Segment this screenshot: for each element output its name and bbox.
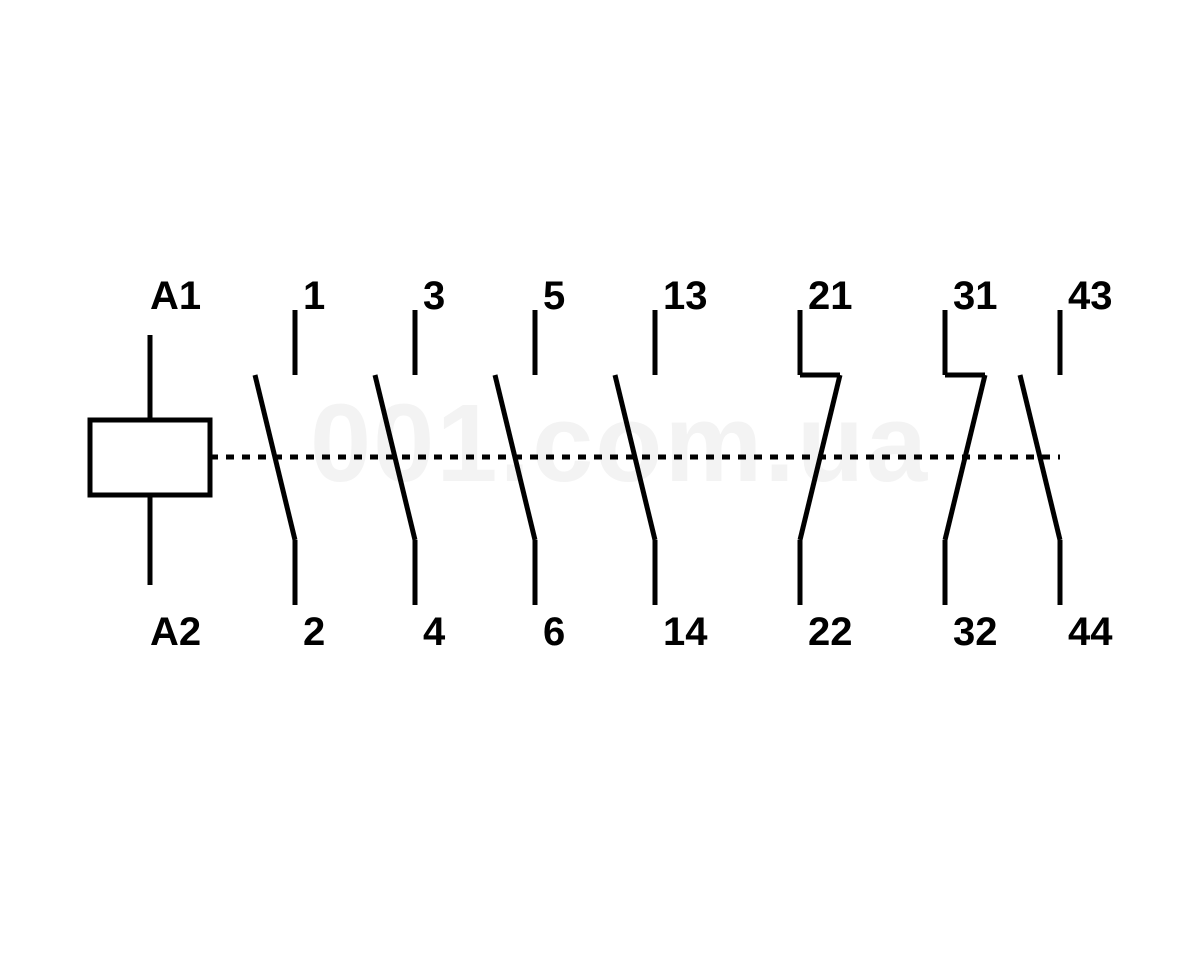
contact-bot-4: 22 xyxy=(808,610,853,655)
contact-top-0: 1 xyxy=(303,274,325,319)
contact-bot-3: 14 xyxy=(663,610,708,655)
contact-top-6: 43 xyxy=(1068,274,1113,319)
contact-bot-2: 6 xyxy=(543,610,565,655)
contact-bot-0: 2 xyxy=(303,610,325,655)
contact-top-3: 13 xyxy=(663,274,708,319)
contact-top-1: 3 xyxy=(423,274,445,319)
coil-top-label: A1 xyxy=(150,274,201,319)
contact-bot-1: 4 xyxy=(423,610,445,655)
coil-bottom-label: A2 xyxy=(150,610,201,655)
contact-bot-6: 44 xyxy=(1068,610,1113,655)
contact-bot-5: 32 xyxy=(953,610,998,655)
contact-top-5: 31 xyxy=(953,274,998,319)
schematic-canvas: 001.com.ua A1 A2 1 2 3 4 5 6 13 14 21 22… xyxy=(0,0,1200,960)
schematic-svg xyxy=(0,0,1200,960)
contact-top-2: 5 xyxy=(543,274,565,319)
contact-top-4: 21 xyxy=(808,274,853,319)
